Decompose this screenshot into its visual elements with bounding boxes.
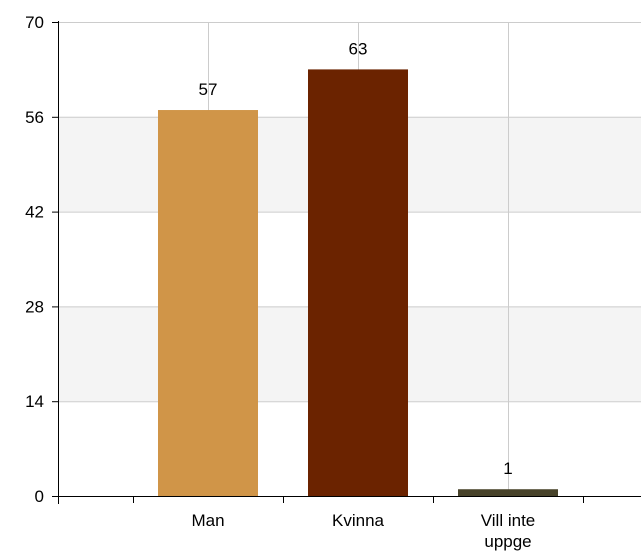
bar-kvinna — [308, 69, 408, 497]
y-tick-labels: 0 14 28 42 56 70 — [25, 13, 44, 506]
y-tick-label: 0 — [35, 487, 44, 506]
x-category-labels: Man Kvinna Vill inte uppge — [191, 511, 535, 551]
y-tick-label: 28 — [25, 297, 44, 316]
x-category-label: Vill inte uppge — [481, 511, 536, 551]
bar-man — [158, 110, 258, 497]
data-label: 57 — [199, 80, 218, 99]
y-tick-label: 56 — [25, 108, 44, 127]
bar-vill-inte-uppge — [458, 489, 558, 496]
x-category-label: Man — [191, 511, 224, 530]
bars — [158, 69, 558, 497]
y-tick-label: 42 — [25, 203, 44, 222]
y-tick-label: 70 — [25, 13, 44, 32]
axes — [52, 21, 641, 504]
data-labels: 57 63 1 — [199, 39, 513, 478]
data-label: 63 — [349, 39, 368, 58]
y-tick-label: 14 — [25, 392, 44, 411]
data-label: 1 — [503, 459, 512, 478]
x-category-label: Kvinna — [332, 511, 385, 530]
